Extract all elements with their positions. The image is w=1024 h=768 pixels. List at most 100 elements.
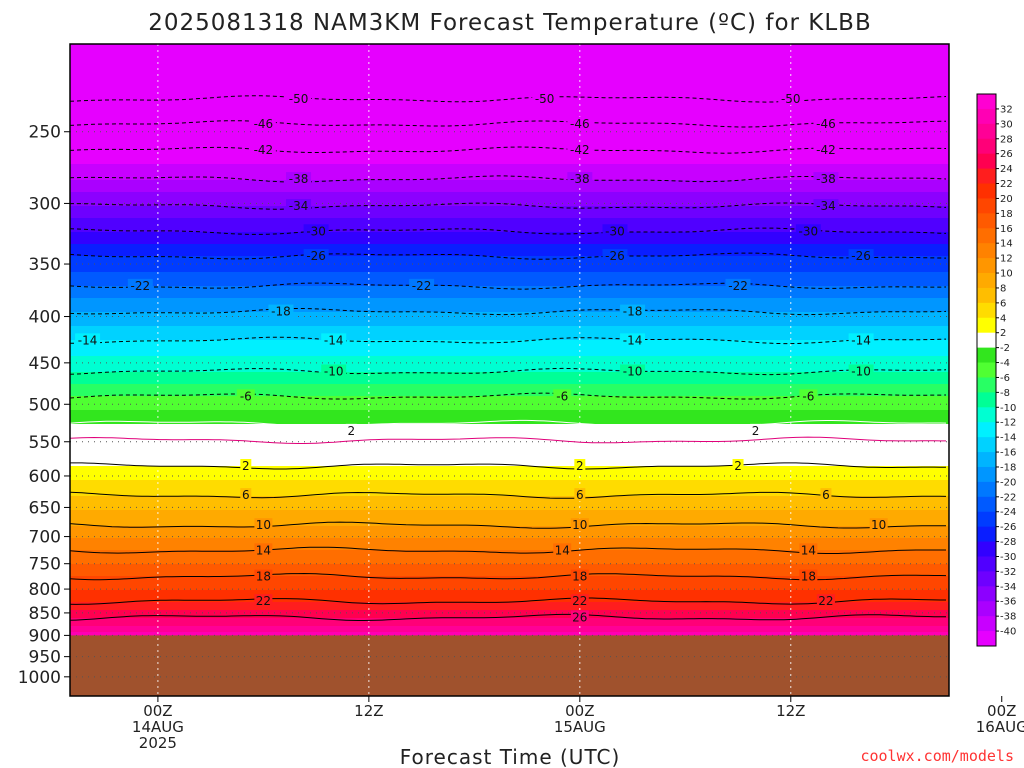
temperature-band — [70, 464, 949, 467]
temperature-band — [70, 310, 949, 313]
temperature-band — [70, 420, 949, 423]
temperature-band — [70, 128, 949, 131]
temperature-band — [70, 408, 949, 411]
temperature-band — [70, 564, 949, 567]
contour-label: -14 — [851, 333, 871, 347]
temperature-band — [70, 388, 949, 391]
temperature-band — [70, 602, 949, 605]
colorbar-label: -20 — [1000, 477, 1016, 488]
temperature-band — [70, 512, 949, 515]
temperature-band — [70, 264, 949, 267]
temperature-band — [70, 120, 949, 123]
temperature-band — [70, 180, 949, 183]
temperature-band — [70, 478, 949, 481]
colorbar-swatch — [977, 452, 996, 468]
contour-label-bg — [795, 224, 821, 238]
temperature-band — [70, 100, 949, 103]
temperature-band — [70, 458, 949, 461]
contour-label-bg — [620, 364, 646, 378]
temperature-band — [70, 304, 949, 307]
temperature-band — [70, 84, 949, 87]
temperature-band — [70, 88, 949, 91]
colorbar-swatch — [977, 153, 996, 170]
temperature-band — [70, 394, 949, 397]
temperature-band — [70, 156, 949, 159]
temperature-band — [70, 350, 949, 353]
temperature-band — [70, 500, 949, 503]
contour-label-bg — [574, 488, 586, 502]
temperature-band — [70, 576, 949, 579]
temperature-band — [70, 356, 949, 359]
temperature-band — [70, 252, 949, 255]
contour-label-bg — [127, 278, 153, 292]
contour-label-bg — [570, 594, 589, 608]
temperature-band — [70, 580, 949, 583]
contour-label-bg — [286, 199, 312, 213]
temperature-band — [70, 572, 949, 575]
temperature-band — [70, 308, 949, 311]
temperature-band — [70, 460, 949, 463]
temperature-band — [70, 480, 949, 483]
contour-label-bg — [725, 278, 751, 292]
temperature-band — [70, 466, 949, 469]
temperature-band — [70, 520, 949, 523]
temperature-band — [70, 130, 949, 133]
x-tick-label: 14AUG — [132, 718, 184, 736]
temperature-band — [70, 44, 949, 47]
temperature-band — [70, 82, 949, 85]
temperature-band — [70, 66, 949, 69]
contour-label: -10 — [851, 364, 871, 378]
temperature-band — [70, 318, 949, 321]
credit-link[interactable]: coolwx.com/models — [860, 747, 1014, 765]
temperature-band — [70, 314, 949, 317]
temperature-band — [70, 276, 949, 279]
temperature-band — [70, 140, 949, 143]
contour-label-bg — [250, 143, 276, 157]
contour-label-bg — [732, 459, 744, 473]
temperature-band — [70, 428, 949, 431]
contour-label-bg — [553, 389, 572, 403]
temperature-band — [70, 72, 949, 75]
temperature-band — [70, 300, 949, 303]
temperature-band — [70, 110, 949, 113]
temperature-band — [70, 336, 949, 339]
temperature-band — [70, 530, 949, 533]
colorbar-swatch — [977, 362, 996, 378]
colorbar-label: -32 — [1000, 567, 1016, 578]
temperature-band — [70, 164, 949, 167]
isotherm-line — [69, 282, 947, 290]
temperature-band — [70, 424, 949, 427]
temperature-band — [70, 450, 949, 453]
temperature-band — [70, 330, 949, 333]
temperature-band — [70, 62, 949, 65]
temperature-band — [70, 442, 949, 445]
temperature-band — [70, 238, 949, 241]
colorbar-swatch — [977, 347, 996, 364]
plot-area: -50 -50 -50 -46 -46 -46 -42 -42 -42 -38 -38 -38 -34 -… — [69, 43, 1003, 697]
temperature-band — [70, 536, 949, 539]
colorbar-label: -22 — [1000, 492, 1016, 503]
contour-label: -26 — [851, 249, 871, 263]
contour-label: 10 — [871, 518, 886, 532]
temperature-band — [70, 114, 949, 117]
temperature-band — [70, 194, 949, 197]
temperature-band — [70, 414, 949, 417]
temperature-band — [70, 178, 949, 181]
contour-label: -6 — [556, 389, 568, 403]
y-tick-label: 450 — [29, 354, 61, 374]
temperature-band — [70, 198, 949, 201]
contour-label: -26 — [605, 249, 625, 263]
isotherm-line — [69, 175, 947, 183]
temperature-band — [70, 448, 949, 451]
temperature-band — [70, 558, 949, 561]
temperature-band — [70, 74, 949, 77]
contour-label: 2 — [752, 424, 760, 438]
colorbar-label: -12 — [1000, 418, 1016, 429]
contour-label: -38 — [570, 172, 590, 186]
colorbar-label: 22 — [1000, 179, 1013, 190]
colorbar-swatch — [977, 631, 996, 647]
temperature-band — [70, 506, 949, 509]
temperature-band — [70, 146, 949, 149]
temperature-band — [70, 218, 949, 221]
isotherm-line — [70, 202, 947, 210]
